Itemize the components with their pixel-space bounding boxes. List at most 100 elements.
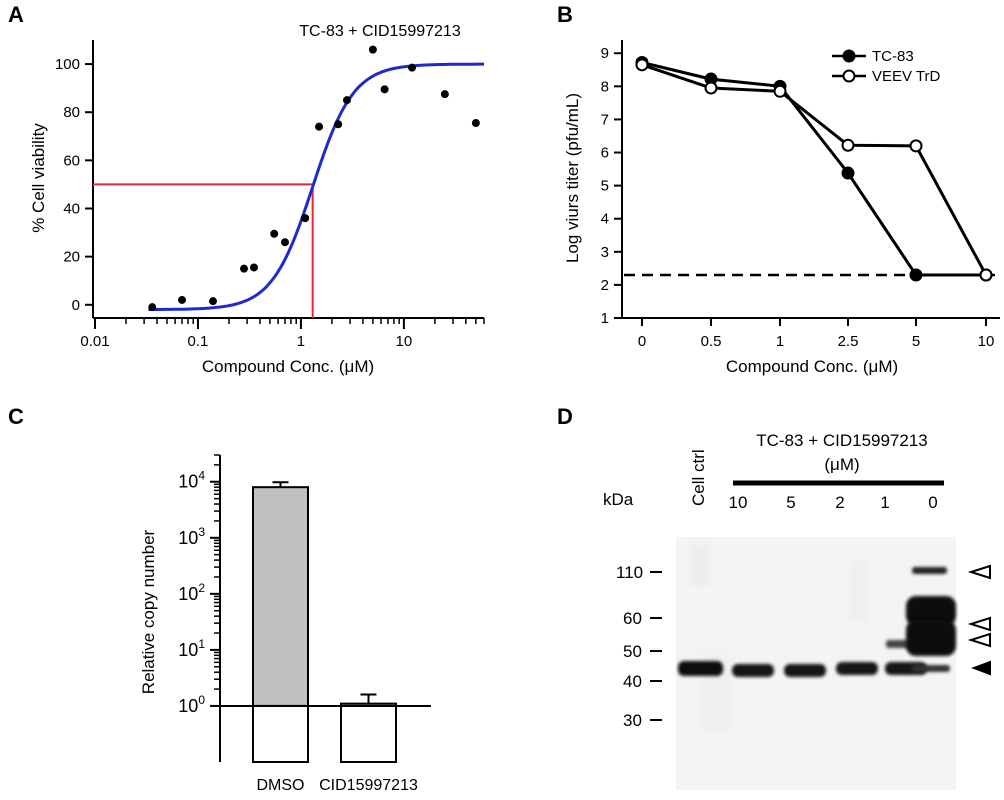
y-tick-label: 20 bbox=[63, 249, 80, 266]
y-tick-label: 100 bbox=[55, 56, 80, 73]
y-tick-label: 100 bbox=[178, 693, 205, 716]
blot-marker-label: 50 bbox=[623, 642, 642, 661]
y-tick-label: 40 bbox=[63, 200, 80, 217]
series-veev-trd-marker bbox=[841, 138, 855, 152]
panel-a-y-ticks: 0 20 40 60 80 100 bbox=[55, 56, 93, 314]
x-tick-label: 0.1 bbox=[188, 333, 209, 350]
y-tick-label: 103 bbox=[178, 525, 205, 548]
y-tick-label: 5 bbox=[601, 178, 609, 195]
panel-c-y-ticks: 100 101 102 103 104 bbox=[178, 454, 220, 716]
y-tick-label: 7 bbox=[601, 111, 609, 128]
blot-concentration-labels: 10 5 2 1 0 bbox=[729, 493, 938, 512]
series-tc83-marker bbox=[909, 268, 923, 282]
data-point bbox=[280, 238, 289, 247]
x-tick-label: 1 bbox=[297, 333, 305, 350]
blot-lane-label: 2 bbox=[835, 493, 844, 512]
panel-b-x-label: Compound Conc. (μM) bbox=[726, 357, 898, 376]
y-tick-label: 101 bbox=[178, 637, 205, 660]
series-veev-trd-marker bbox=[635, 58, 649, 72]
panel-a-ec50-guide bbox=[93, 183, 314, 318]
y-tick-label: 102 bbox=[178, 581, 205, 604]
data-point bbox=[239, 264, 248, 273]
blot-lane-label: 10 bbox=[729, 493, 748, 512]
y-tick-label: 2 bbox=[601, 277, 609, 294]
panel-b: B 1 2 3 4 5 6 7 8 9 0 0.5 1 2.5 5 10 TC-83 VEEV TrD C… bbox=[557, 2, 1000, 376]
legend-label-veev: VEEV TrD bbox=[872, 68, 941, 85]
panel-c-bars: DMSO CID15997213 bbox=[252, 481, 418, 794]
legend-marker-veev bbox=[842, 69, 856, 83]
x-tick-label: 1 bbox=[776, 333, 784, 350]
panel-a-y-label: % Cell viability bbox=[29, 123, 48, 233]
blot-marker-label: 110 bbox=[616, 563, 643, 582]
data-point bbox=[178, 295, 187, 304]
data-point bbox=[148, 303, 157, 312]
panel-a-x-ticks: 0.01 0.1 1 10 bbox=[80, 318, 485, 350]
data-point bbox=[249, 263, 258, 272]
blot-marker-ticks bbox=[650, 571, 662, 721]
data-point bbox=[440, 90, 449, 99]
y-tick-label: 4 bbox=[601, 211, 609, 228]
blot-title-line2: (μM) bbox=[824, 455, 859, 474]
panel-c-label: C bbox=[8, 404, 24, 429]
x-category-label: DMSO bbox=[257, 777, 305, 794]
blot-band-110kda bbox=[912, 567, 947, 574]
y-tick-label: 9 bbox=[601, 45, 609, 62]
data-point bbox=[209, 297, 218, 306]
x-tick-label: 0 bbox=[638, 333, 646, 350]
series-veev-trd-line bbox=[641, 63, 988, 276]
blot-band-40kda bbox=[784, 664, 826, 677]
y-tick-label: 6 bbox=[601, 145, 609, 162]
bar-dmso bbox=[252, 486, 309, 707]
y-tick-label: 3 bbox=[601, 244, 609, 261]
blot-lane-label: 0 bbox=[928, 493, 937, 512]
open-arrowhead-icon bbox=[967, 616, 991, 632]
bar-dmso-lower-outline bbox=[252, 704, 309, 764]
blot-band-40kda bbox=[836, 662, 878, 675]
panel-b-label: B bbox=[557, 2, 573, 27]
data-point bbox=[342, 96, 351, 105]
panel-a-fit-curve bbox=[148, 62, 484, 311]
data-point bbox=[334, 120, 343, 129]
blot-band-50kda bbox=[906, 620, 956, 656]
blot-marker-label: 30 bbox=[623, 711, 642, 730]
panel-a-title: TC-83 + CID15997213 bbox=[299, 23, 461, 40]
x-tick-label: 5 bbox=[912, 333, 920, 350]
y-tick-label: 1 bbox=[601, 310, 609, 327]
blot-marker-label: 60 bbox=[623, 609, 642, 628]
series-tc83-marker bbox=[841, 166, 855, 180]
x-tick-label: 0.01 bbox=[80, 333, 109, 350]
data-point bbox=[408, 63, 417, 72]
data-point bbox=[380, 85, 389, 94]
open-arrowhead-icon bbox=[967, 564, 991, 580]
blot-cell-ctrl-label: Cell ctrl bbox=[689, 449, 708, 506]
panel-b-x-ticks: 0 0.5 1 2.5 5 10 bbox=[638, 318, 995, 350]
x-tick-label: 10 bbox=[396, 333, 413, 350]
x-tick-label: 0.5 bbox=[701, 333, 722, 350]
panel-b-series bbox=[635, 56, 993, 282]
blot-marker-label: 40 bbox=[623, 672, 642, 691]
legend-label-tc83: TC-83 bbox=[872, 48, 914, 65]
blot-lane-label: 1 bbox=[880, 493, 889, 512]
x-tick-label: 2.5 bbox=[838, 333, 859, 350]
y-tick-label: 104 bbox=[178, 469, 205, 492]
panel-c-y-label: Relative copy number bbox=[139, 529, 158, 694]
panel-a-points bbox=[148, 45, 480, 312]
legend-marker-tc83 bbox=[842, 49, 856, 63]
blot-background-noise bbox=[690, 545, 868, 730]
y-tick-label: 80 bbox=[63, 104, 80, 121]
blot-band-40kda bbox=[912, 665, 950, 672]
series-veev-trd-marker bbox=[704, 81, 718, 95]
blot-title-line1: TC-83 + CID15997213 bbox=[756, 431, 928, 450]
blot-marker-labels: 110 60 50 40 30 bbox=[616, 563, 643, 730]
blot-bands bbox=[678, 567, 956, 677]
series-tc83-line bbox=[641, 61, 986, 277]
bar-cid15997213-lower-outline bbox=[340, 704, 397, 764]
x-tick-label: 10 bbox=[978, 333, 995, 350]
panel-c: C 100 101 102 103 104 DMSO CID15997213 Relati… bbox=[8, 404, 431, 794]
data-point bbox=[471, 119, 480, 128]
panel-b-y-ticks: 1 2 3 4 5 6 7 8 9 bbox=[601, 45, 622, 327]
y-tick-label: 0 bbox=[72, 297, 80, 314]
panel-d-label: D bbox=[557, 404, 573, 429]
